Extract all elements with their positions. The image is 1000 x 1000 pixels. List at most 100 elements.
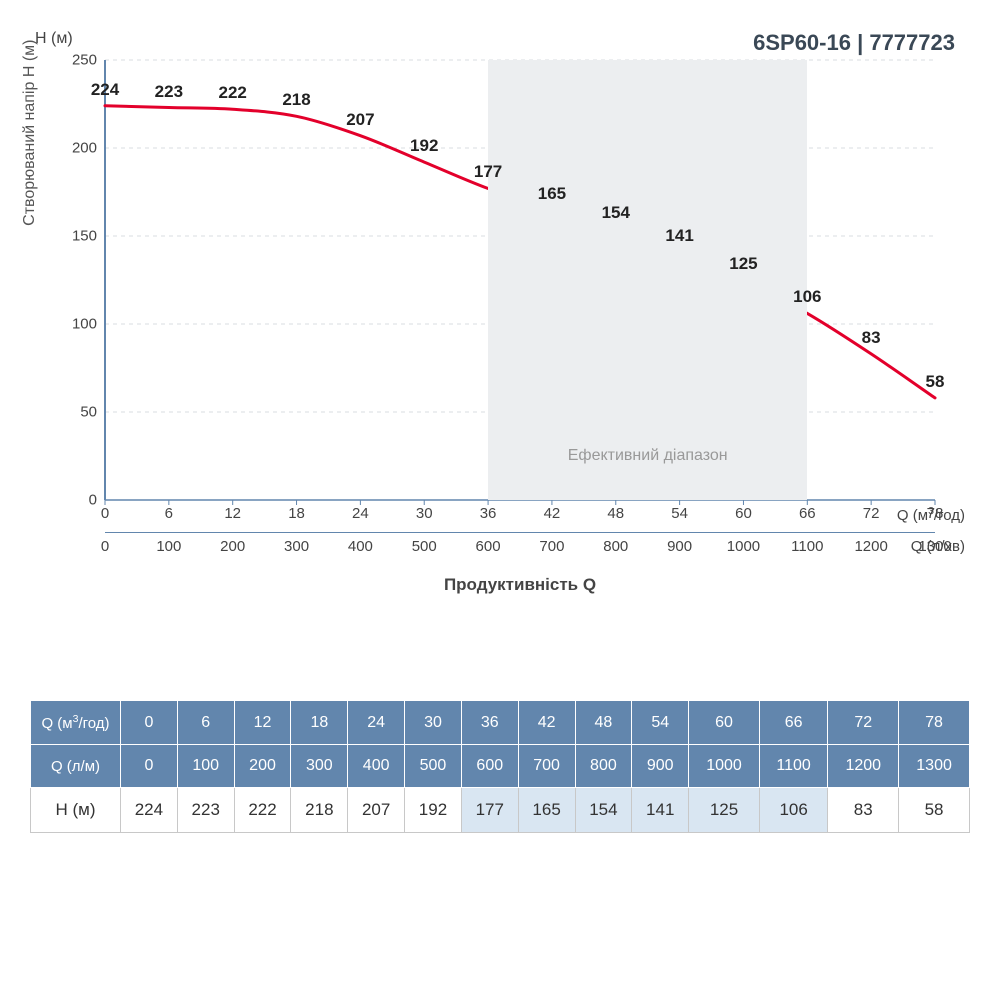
table-row: Q (м3/год)06121824303642485460667278: [31, 701, 970, 745]
table-cell: 1100: [759, 745, 827, 788]
table-cell: 0: [121, 745, 178, 788]
table-cell: 24: [348, 701, 405, 745]
y-axis-unit: H (м): [35, 30, 73, 48]
table-cell: 60: [689, 701, 760, 745]
x-tick-1: 72: [863, 505, 880, 522]
x-tick-1: 42: [544, 505, 561, 522]
table-row: Q (л/м)010020030040050060070080090010001…: [31, 745, 970, 788]
table-cell: 78: [899, 701, 970, 745]
table-cell: 12: [234, 701, 291, 745]
x-tick-2: 900: [667, 538, 692, 555]
table-cell: 300: [291, 745, 348, 788]
secondary-x-axis-line: [105, 532, 935, 533]
table-cell: 207: [348, 788, 405, 833]
table-cell: 165: [518, 788, 575, 833]
table-cell: 224: [121, 788, 178, 833]
x-tick-2: 500: [412, 538, 437, 555]
effective-range-label: Ефективний діапазон: [568, 447, 728, 465]
table-cell: 800: [575, 745, 632, 788]
x-axis-label: Продуктивність Q: [444, 575, 596, 595]
table-cell: 218: [291, 788, 348, 833]
x-tick-2: 800: [603, 538, 628, 555]
x-tick-2: 1300: [918, 538, 951, 555]
data-point-label: 106: [793, 287, 821, 307]
row-label: Q (м3/год): [31, 701, 121, 745]
table-cell: 66: [759, 701, 827, 745]
table-cell: 200: [234, 745, 291, 788]
table-cell: 83: [828, 788, 899, 833]
table-cell: 177: [461, 788, 518, 833]
table-cell: 54: [632, 701, 689, 745]
x-tick-1: 66: [799, 505, 816, 522]
effective-range-shade: [488, 60, 807, 500]
data-point-label: 218: [282, 90, 310, 110]
chart-title: 6SP60-16 | 7777723: [753, 30, 955, 56]
table-cell: 30: [405, 701, 462, 745]
row-label: Q (л/м): [31, 745, 121, 788]
y-tick: 0: [89, 492, 97, 509]
x-tick-1: 18: [288, 505, 305, 522]
data-point-label: 83: [862, 328, 881, 348]
y-axis-label: Створюваний напір Н (м): [21, 40, 39, 226]
plot-area: Ефективний діапазон Q (м3/год) Q (л/хв) …: [105, 60, 935, 500]
table-cell: 100: [177, 745, 234, 788]
table-cell: 0: [121, 701, 178, 745]
table-cell: 1300: [899, 745, 970, 788]
x-tick-1: 78: [927, 505, 944, 522]
pump-curve-chart: H (м) 6SP60-16 | 7777723 Створюваний нап…: [35, 30, 965, 610]
x-tick-2: 100: [156, 538, 181, 555]
table-cell: 700: [518, 745, 575, 788]
table-row: H (м)22422322221820719217716515414112510…: [31, 788, 970, 833]
x-tick-1: 54: [671, 505, 688, 522]
data-table: Q (м3/год)06121824303642485460667278Q (л…: [30, 700, 970, 833]
y-tick: 250: [72, 52, 97, 69]
table-cell: 36: [461, 701, 518, 745]
x-tick-1: 6: [165, 505, 173, 522]
data-point-label: 165: [538, 184, 566, 204]
table-cell: 125: [689, 788, 760, 833]
table-cell: 600: [461, 745, 518, 788]
table-cell: 106: [759, 788, 827, 833]
x-tick-1: 12: [224, 505, 241, 522]
x-tick-1: 36: [480, 505, 497, 522]
table-cell: 222: [234, 788, 291, 833]
data-point-label: 223: [155, 82, 183, 102]
x-tick-2: 0: [101, 538, 109, 555]
data-point-label: 192: [410, 136, 438, 156]
x-tick-2: 700: [539, 538, 564, 555]
table-cell: 6: [177, 701, 234, 745]
table-cell: 72: [828, 701, 899, 745]
table-cell: 500: [405, 745, 462, 788]
x-tick-2: 1100: [791, 538, 823, 555]
x-tick-1: 0: [101, 505, 109, 522]
x-tick-1: 30: [416, 505, 433, 522]
data-point-label: 141: [665, 226, 693, 246]
x-tick-2: 200: [220, 538, 245, 555]
y-tick: 150: [72, 228, 97, 245]
table-cell: 223: [177, 788, 234, 833]
table-cell: 18: [291, 701, 348, 745]
data-point-label: 125: [729, 254, 757, 274]
x-tick-1: 60: [735, 505, 752, 522]
x-tick-1: 48: [607, 505, 624, 522]
table-cell: 141: [632, 788, 689, 833]
row-label: H (м): [31, 788, 121, 833]
table-cell: 48: [575, 701, 632, 745]
data-point-label: 58: [926, 372, 945, 392]
x-tick-2: 600: [476, 538, 501, 555]
table-cell: 192: [405, 788, 462, 833]
table-cell: 42: [518, 701, 575, 745]
y-tick: 100: [72, 316, 97, 333]
x-tick-2: 300: [284, 538, 309, 555]
table-cell: 154: [575, 788, 632, 833]
table-cell: 400: [348, 745, 405, 788]
data-point-label: 177: [474, 162, 502, 182]
table-cell: 1000: [689, 745, 760, 788]
data-point-label: 224: [91, 80, 119, 100]
x-tick-2: 1000: [727, 538, 760, 555]
y-tick: 200: [72, 140, 97, 157]
data-point-label: 222: [219, 83, 247, 103]
x-tick-1: 24: [352, 505, 369, 522]
table-cell: 1200: [828, 745, 899, 788]
x-tick-2: 400: [348, 538, 373, 555]
